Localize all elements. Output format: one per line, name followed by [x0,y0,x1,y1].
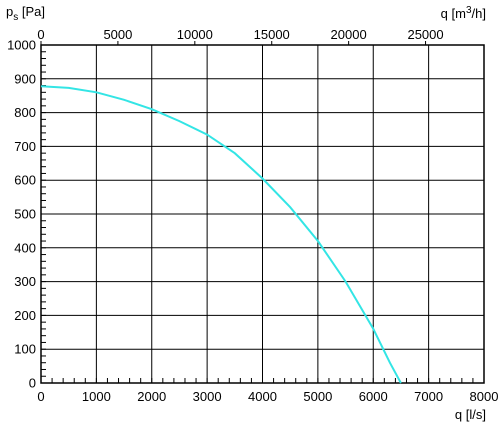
x-top-tick-label: 10000 [177,27,213,42]
series-layer [40,85,402,384]
x-top-tick-label: 25000 [407,27,443,42]
x-top-tick-label: 20000 [331,27,367,42]
y-tick-label: 400 [14,240,36,255]
x-top-axis-title: q [m3/h] [441,5,486,21]
y-tick-label: 1000 [7,38,36,53]
y-axis-title: ps [Pa] [6,4,45,23]
x-axis-title: q [l/s] [455,407,486,422]
x-tick-label: 1000 [82,389,111,404]
x-tick-label: 5000 [303,389,332,404]
y-tick-label: 300 [14,274,36,289]
x-tick-label: 4000 [248,389,277,404]
x-top-tick-label: 0 [37,27,44,42]
y-tick-label: 200 [14,308,36,323]
y-tick-label: 100 [14,342,36,357]
y-tick-label: 600 [14,173,36,188]
x-tick-labels: 0 1000 2000 3000 4000 5000 6000 7000 8000 [37,389,498,404]
x-top-tick-label: 5000 [103,27,132,42]
y-tick-labels: 0 100 200 300 400 500 600 700 800 900 1000 [7,38,36,391]
x-tick-label: 8000 [470,389,499,404]
x-top-tick-label: 15000 [254,27,290,42]
x-top-tick-labels: 0 5000 10000 15000 20000 25000 [37,27,444,45]
y-tick-label: 900 [14,71,36,86]
y-tick-label: 700 [14,139,36,154]
x-tick-label: 6000 [359,389,388,404]
x-tick-label: 3000 [193,389,222,404]
y-tick-label: 500 [14,207,36,222]
x-tick-label: 0 [37,389,44,404]
series-line [40,85,402,384]
grid-lines [40,44,485,384]
y-tick-label: 800 [14,105,36,120]
y-tick-label: 0 [29,376,36,391]
x-tick-label: 2000 [137,389,166,404]
x-tick-label: 7000 [414,389,443,404]
